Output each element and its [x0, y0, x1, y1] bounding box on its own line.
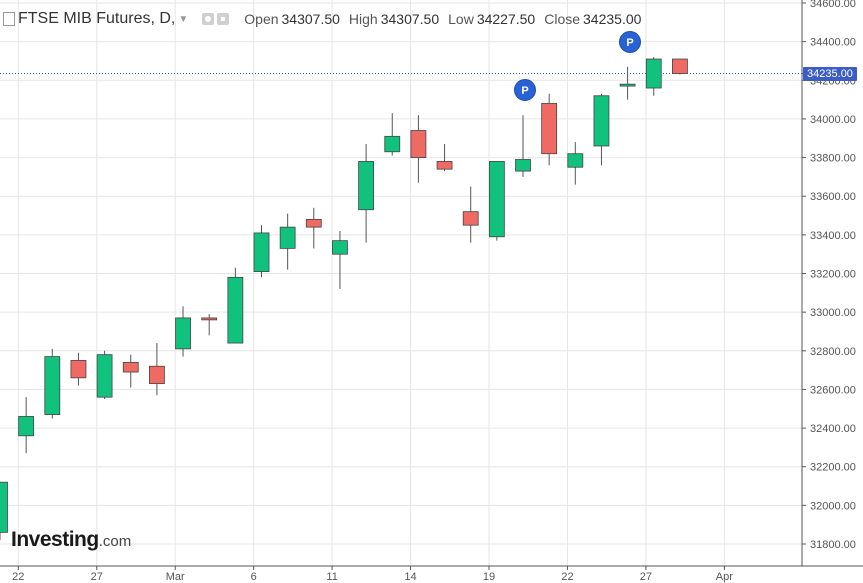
open-label: Open: [244, 11, 279, 27]
candle-body-down: [462, 211, 479, 226]
x-tick-label: 14: [404, 571, 416, 583]
symbol-dropdown-chevron-icon[interactable]: ▼: [178, 13, 189, 25]
settings-icon[interactable]: [217, 13, 230, 25]
candle-body-down: [541, 103, 558, 155]
candle-body-up: [96, 354, 113, 398]
x-tick-label: Mar: [166, 571, 185, 583]
x-tick-label: 27: [91, 571, 103, 583]
pivot-marker-pin[interactable]: P: [514, 79, 536, 101]
y-tick-label: 31800.00: [810, 539, 856, 551]
candle-body-up: [227, 276, 244, 344]
x-tick-label: 11: [326, 571, 337, 583]
y-tick-label: 33000.00: [810, 307, 856, 319]
candle-body-down: [672, 58, 688, 74]
x-tick-label: Apr: [716, 571, 733, 583]
pivot-marker-pin[interactable]: P: [619, 31, 641, 53]
candle-body-down: [410, 130, 427, 158]
x-tick-label: 27: [640, 571, 652, 583]
candle-body-up: [619, 83, 636, 87]
candle-body-up: [332, 240, 348, 255]
low-value: 34227.50: [476, 11, 536, 27]
investing-logo[interactable]: Investing.com: [11, 528, 131, 552]
y-tick-label: 34000.00: [810, 114, 856, 126]
symbol-title: FTSE MIB Futures, D,: [18, 10, 176, 27]
candle-body-down: [201, 317, 218, 321]
legend-color-swatch: [3, 12, 15, 26]
candle-body-down: [70, 360, 87, 379]
candle-body-up: [0, 481, 8, 533]
candle-body-down: [436, 161, 453, 170]
close-value: 34235.00: [583, 11, 642, 27]
candle-body-up: [44, 356, 61, 415]
candle-body-up: [488, 161, 505, 238]
y-tick-label: 32600.00: [810, 384, 856, 396]
chart-header: FTSE MIB Futures, D, ▼ Open 34307.50 Hig…: [3, 8, 641, 30]
candle-body-up: [645, 58, 662, 89]
high-label: High: [348, 11, 378, 27]
y-tick-label: 33600.00: [810, 191, 856, 203]
candle-body-up: [593, 95, 610, 147]
candle-body-up: [384, 135, 401, 153]
y-tick-label: 33400.00: [810, 230, 856, 242]
candle-body-up: [358, 161, 375, 211]
y-tick-label: 32000.00: [810, 500, 856, 512]
eye-icon[interactable]: [202, 13, 215, 25]
candle-body-up: [567, 153, 584, 168]
x-tick-label: 22: [12, 571, 24, 583]
candles: [0, 57, 688, 541]
low-label: Low: [448, 11, 474, 27]
y-tick-label: 34600.00: [810, 0, 856, 10]
candle-body-up: [515, 159, 531, 172]
candle-body-up: [175, 317, 191, 350]
grid-lines: [0, 0, 802, 566]
y-tick-label: 33200.00: [810, 269, 856, 281]
logo-main-text: Investing: [11, 528, 99, 551]
last-price-tag: 34235.00: [803, 66, 857, 81]
candle-body-up: [279, 226, 296, 249]
x-tick-label: 6: [251, 571, 257, 583]
logo-suffix-text: .com: [98, 533, 132, 550]
y-tick-label: 32400.00: [810, 423, 856, 435]
y-tick-label: 33800.00: [810, 153, 856, 165]
open-value: 34307.50: [281, 11, 340, 27]
candle-body-down: [305, 218, 322, 228]
y-tick-label: 32800.00: [810, 346, 856, 358]
y-tick-label: 32200.00: [810, 462, 856, 474]
tick-labels: 31800.00 32000.00 32200.00 32400.00 32600.00…: [12, 0, 856, 583]
candle-body-down: [148, 365, 165, 385]
close-label: Close: [544, 11, 581, 27]
candle-body-up: [253, 232, 270, 272]
high-value: 34307.50: [380, 11, 440, 27]
candle-body-down: [122, 361, 139, 373]
x-tick-label: 22: [561, 571, 573, 583]
x-tick-label: 19: [483, 571, 495, 583]
candle-body-up: [18, 416, 35, 437]
y-tick-label: 34400.00: [810, 37, 856, 49]
axes: [0, 0, 863, 570]
